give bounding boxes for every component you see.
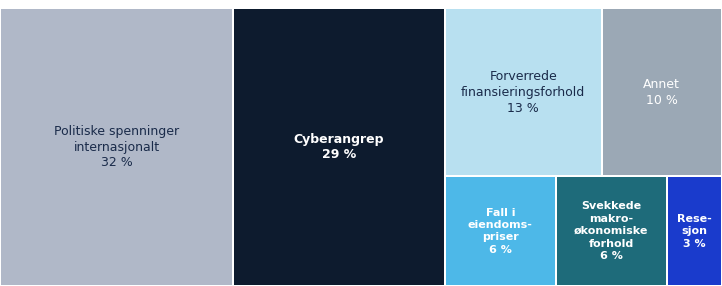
Bar <box>446 177 554 285</box>
Text: Cyberangrep
29 %: Cyberangrep 29 % <box>294 132 384 162</box>
Text: Annet
10 %: Annet 10 % <box>643 78 680 107</box>
Text: Politiske spenninger
internasjonalt
32 %: Politiske spenninger internasjonalt 32 % <box>54 124 179 170</box>
Bar <box>446 9 601 175</box>
Text: Fall i
eiendoms-
priser
6 %: Fall i eiendoms- priser 6 % <box>468 208 533 255</box>
Bar <box>557 177 666 285</box>
Bar <box>235 9 444 285</box>
Text: Svekkede
makro-
økonomiske
forhold
6 %: Svekkede makro- økonomiske forhold 6 % <box>574 201 648 261</box>
Bar <box>602 9 721 175</box>
Text: Rese-
sjon
3 %: Rese- sjon 3 % <box>677 214 712 249</box>
Bar <box>1 9 232 285</box>
Bar <box>668 177 721 285</box>
Text: Forverrede
finansieringsforhold
13 %: Forverrede finansieringsforhold 13 % <box>461 69 586 115</box>
